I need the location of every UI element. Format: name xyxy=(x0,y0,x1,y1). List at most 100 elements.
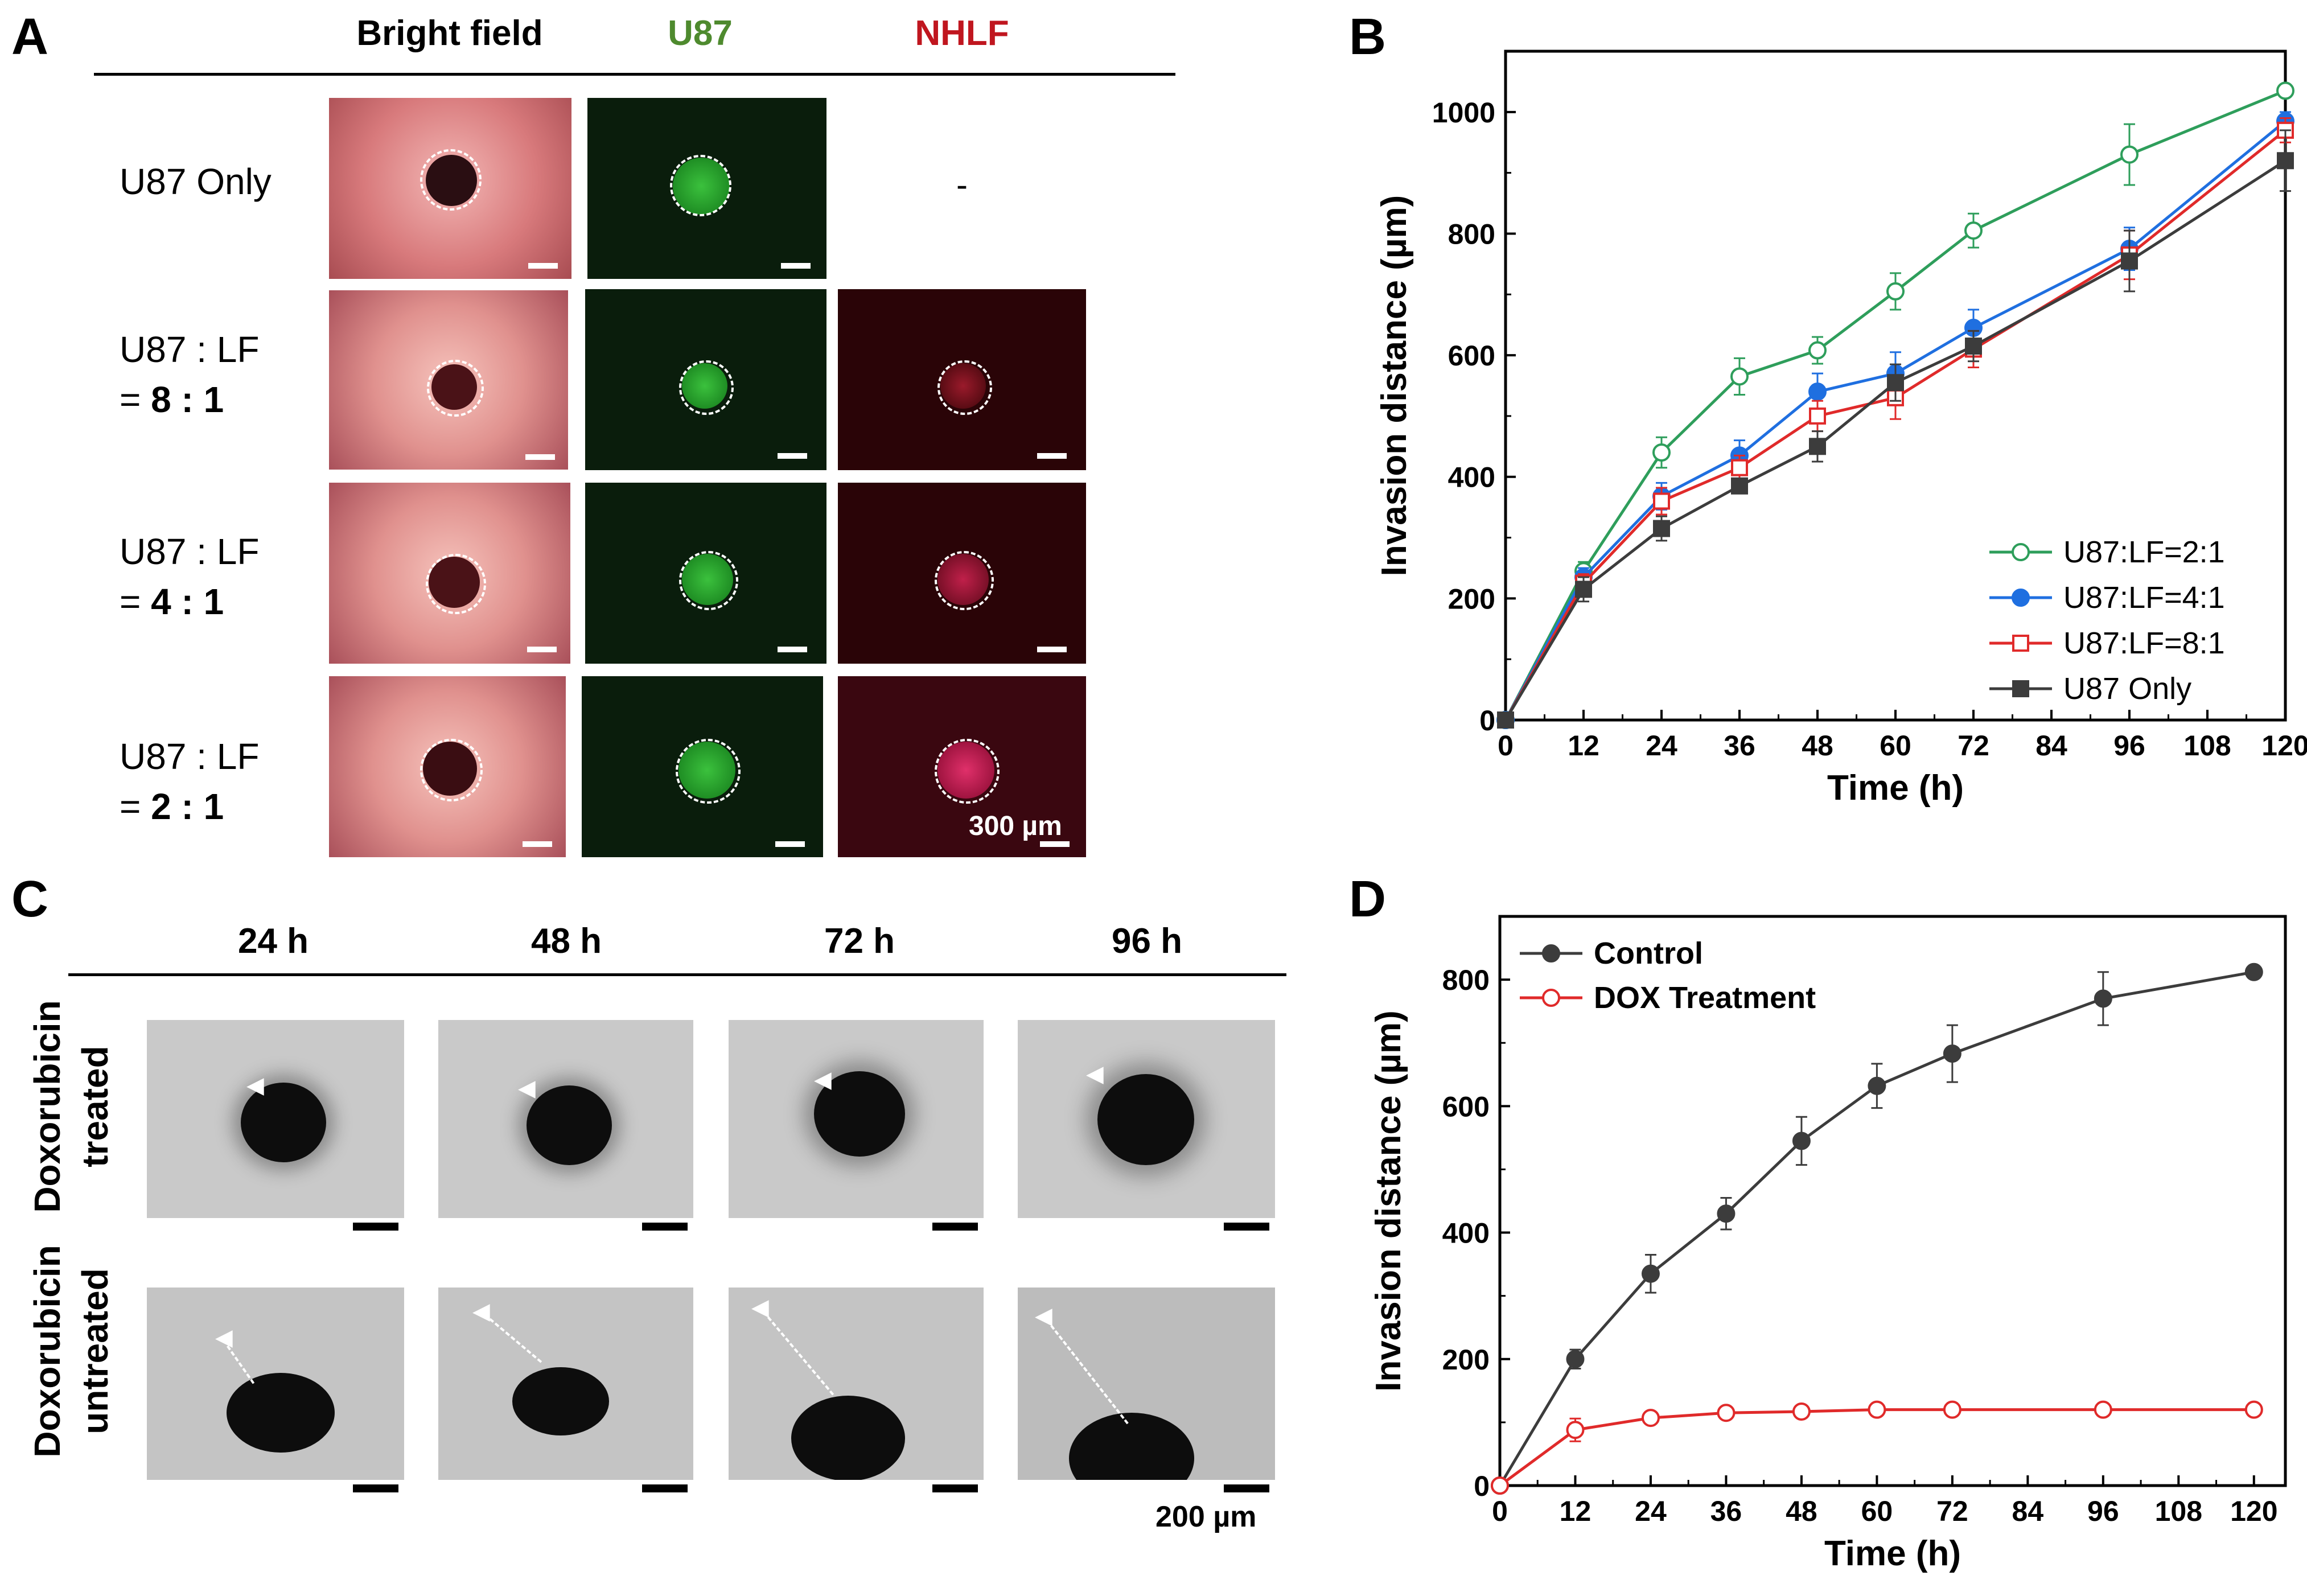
row-label-ratio: 4 : 1 xyxy=(151,581,224,622)
y-tick-label: 600 xyxy=(1448,340,1495,372)
brightfield-image-ratio-8-1 xyxy=(329,290,568,470)
data-point xyxy=(1809,438,1826,455)
missing-cell: - xyxy=(956,166,968,204)
scale-bar-label: 300 µm xyxy=(969,811,1062,841)
spheroid-outline xyxy=(420,739,483,801)
x-tick-label: 60 xyxy=(1880,730,1911,762)
x-axis-label: Time (h) xyxy=(1827,768,1964,808)
y-tick-label: 200 xyxy=(1442,1344,1490,1376)
row-label-ratio-2-1: U87 : LF = 2 : 1 xyxy=(120,731,259,832)
arrowhead: ◀ xyxy=(246,1073,264,1098)
panel-label-b: B xyxy=(1349,9,1386,65)
panel-label-c: C xyxy=(11,871,48,928)
row-label-ratio-8-1: U87 : LF = 8 : 1 xyxy=(120,324,259,425)
scale-bar xyxy=(353,1223,398,1231)
x-tick-label: 12 xyxy=(1568,730,1599,762)
legend-label: DOX Treatment xyxy=(1594,981,1816,1015)
legend-marker xyxy=(2012,635,2029,652)
spheroid-outline xyxy=(427,360,484,417)
scale-bar xyxy=(642,1223,688,1231)
x-axis-label: Time (h) xyxy=(1824,1534,1961,1573)
legend-marker xyxy=(1542,989,1560,1007)
y-tick-label: 800 xyxy=(1448,218,1495,250)
spheroid xyxy=(1097,1074,1194,1165)
legend-marker xyxy=(2012,589,2030,607)
y-tick-label: 600 xyxy=(1442,1091,1490,1122)
legend-label: U87:LF=8:1 xyxy=(2063,626,2225,660)
spheroid-outline xyxy=(420,149,482,211)
spheroid-outline xyxy=(679,360,734,415)
panel-label-d: D xyxy=(1349,871,1386,928)
scale-bar xyxy=(1224,1484,1269,1492)
y-axis-label: Invasion distance (µm) xyxy=(1375,195,1414,577)
row-label-line: treated xyxy=(75,1046,116,1167)
y-tick-label: 1000 xyxy=(1432,97,1495,129)
u87-fluorescence-image-ratio-8-1 xyxy=(585,289,826,470)
data-point xyxy=(2244,962,2263,981)
scale-bar xyxy=(1224,1223,1269,1231)
scale-bar xyxy=(932,1223,978,1231)
x-tick-label: 120 xyxy=(2261,730,2307,762)
scale-bar xyxy=(781,263,811,269)
data-point xyxy=(1717,1404,1736,1422)
data-point xyxy=(2121,252,2138,270)
data-point xyxy=(1730,367,1749,386)
spheroid xyxy=(227,1373,335,1453)
scale-bar xyxy=(525,454,555,460)
x-tick-label: 60 xyxy=(1861,1495,1893,1527)
row-label-line: U87 : LF xyxy=(120,329,260,370)
legend-label: U87:LF=4:1 xyxy=(2063,581,2225,615)
x-tick-label: 108 xyxy=(2183,730,2231,762)
scale-bar xyxy=(528,263,558,269)
arrowhead: ◀ xyxy=(215,1325,233,1350)
spheroid xyxy=(1069,1413,1194,1480)
brightfield-image-ratio-4-1 xyxy=(329,483,570,664)
legend-marker xyxy=(2012,543,2030,561)
x-tick-label: 12 xyxy=(1560,1495,1592,1527)
data-point xyxy=(1731,459,1748,476)
scale-bar xyxy=(1040,841,1070,847)
data-point xyxy=(1497,711,1514,729)
plot-frame xyxy=(1498,915,2287,1487)
treated-image-96h: ◀ xyxy=(1018,1020,1275,1218)
scale-bar xyxy=(778,647,807,652)
x-tick-label: 48 xyxy=(1802,730,1833,762)
scale-bar xyxy=(1037,647,1067,652)
data-point xyxy=(1566,1350,1585,1368)
treated-image-48h: ◀ xyxy=(438,1020,693,1218)
data-point xyxy=(1868,1076,1886,1095)
untreated-image-72h: ◀ xyxy=(729,1288,984,1480)
scale-bar xyxy=(778,453,807,459)
x-tick-label: 72 xyxy=(1936,1495,1968,1527)
data-point xyxy=(2120,145,2139,164)
spheroid-outline xyxy=(679,551,738,610)
row-label-line: Doxorubicin xyxy=(27,1000,68,1213)
legend-label: U87:LF=2:1 xyxy=(2063,535,2225,569)
column-header-nhlf: NHLF xyxy=(915,14,1009,53)
column-header-u87: U87 xyxy=(668,14,733,53)
data-point xyxy=(1886,282,1905,301)
chart-d: 0 12 24 36 48 60 72 84 96 108 120 0 200 400 600 800 Time… xyxy=(1369,915,2287,1573)
arrowhead: ◀ xyxy=(472,1299,490,1324)
data-point xyxy=(2094,1400,2112,1419)
invasion-line xyxy=(1044,1319,1129,1426)
row-label-ratio: 2 : 1 xyxy=(151,786,224,827)
row-label-line: Doxorubicin xyxy=(27,1245,68,1458)
legend-label: Control xyxy=(1594,936,1703,970)
spheroid-outline xyxy=(426,554,486,614)
column-header-24h: 24 h xyxy=(237,922,309,961)
x-tick-label: 108 xyxy=(2155,1495,2202,1527)
spheroid xyxy=(527,1085,612,1165)
data-point xyxy=(1792,1402,1811,1421)
u87-fluorescence-image-ratio-4-1 xyxy=(585,483,826,664)
arrowhead: ◀ xyxy=(751,1295,769,1320)
untreated-image-48h: ◀ xyxy=(438,1288,693,1480)
brightfield-image-u87-only xyxy=(329,98,571,279)
row-label-eq: = xyxy=(120,786,151,827)
data-point xyxy=(2094,989,2112,1008)
data-point xyxy=(1575,581,1592,598)
arrowhead: ◀ xyxy=(1086,1062,1104,1087)
data-point xyxy=(2277,152,2294,170)
panel-label-a: A xyxy=(11,9,48,65)
x-tick-label: 36 xyxy=(1724,730,1755,762)
